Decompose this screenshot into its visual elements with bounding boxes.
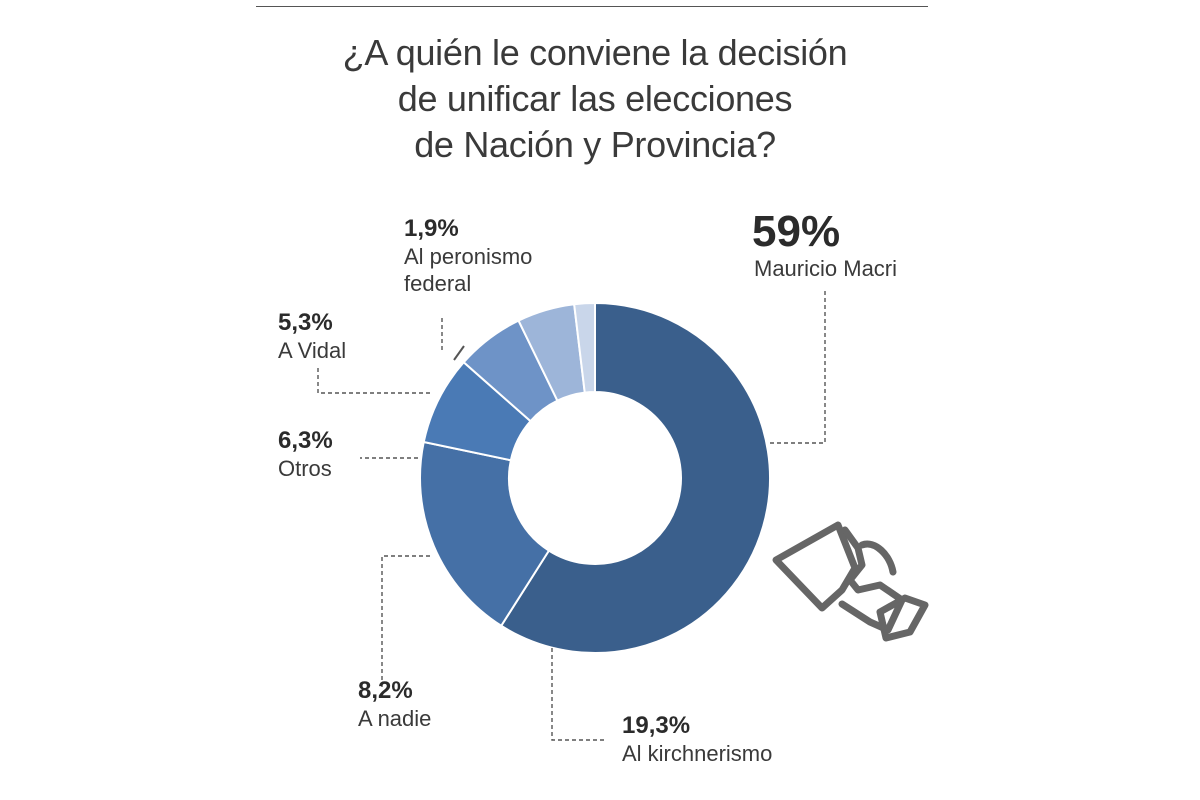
leader-line xyxy=(551,648,606,741)
leader-tick xyxy=(453,345,465,361)
category-label: A nadie xyxy=(358,706,431,731)
slice-al-kirchnerismo xyxy=(419,440,551,628)
category-label: Al kirchnerismo xyxy=(622,741,772,766)
value-label: 1,9% xyxy=(404,215,459,242)
title-line: ¿A quién le conviene la decisión xyxy=(342,32,848,73)
category-label: Otros xyxy=(278,456,332,481)
leader-line xyxy=(770,290,826,444)
category-label: federal xyxy=(404,271,471,296)
leader-line xyxy=(381,555,430,688)
leader-line xyxy=(317,365,430,394)
slice-mauricio-macri xyxy=(499,301,771,654)
title-line: de unificar las elecciones xyxy=(397,78,793,119)
category-label: Al peronismo xyxy=(404,244,532,269)
top-divider xyxy=(256,6,928,7)
slice-labels: 59%Mauricio Macri 19,3%Al kirchnerismo 8,2… xyxy=(278,207,897,766)
category-label: A Vidal xyxy=(278,338,346,363)
hand-holding-ballot-icon xyxy=(772,521,929,642)
value-label: 5,3% xyxy=(278,309,333,336)
leader-lines xyxy=(317,290,826,741)
value-label: 19,3% xyxy=(622,712,690,739)
title-line: de Nación y Provincia? xyxy=(414,124,776,165)
value-label: 6,3% xyxy=(278,427,333,454)
donut-slices xyxy=(419,301,771,654)
category-label: Mauricio Macri xyxy=(754,256,897,281)
value-label: 8,2% xyxy=(358,677,413,704)
chart-title: ¿A quién le conviene la decisión de unif… xyxy=(250,30,940,168)
value-label: 59% xyxy=(752,207,840,256)
slice-al-peronismo-federal xyxy=(573,301,596,394)
